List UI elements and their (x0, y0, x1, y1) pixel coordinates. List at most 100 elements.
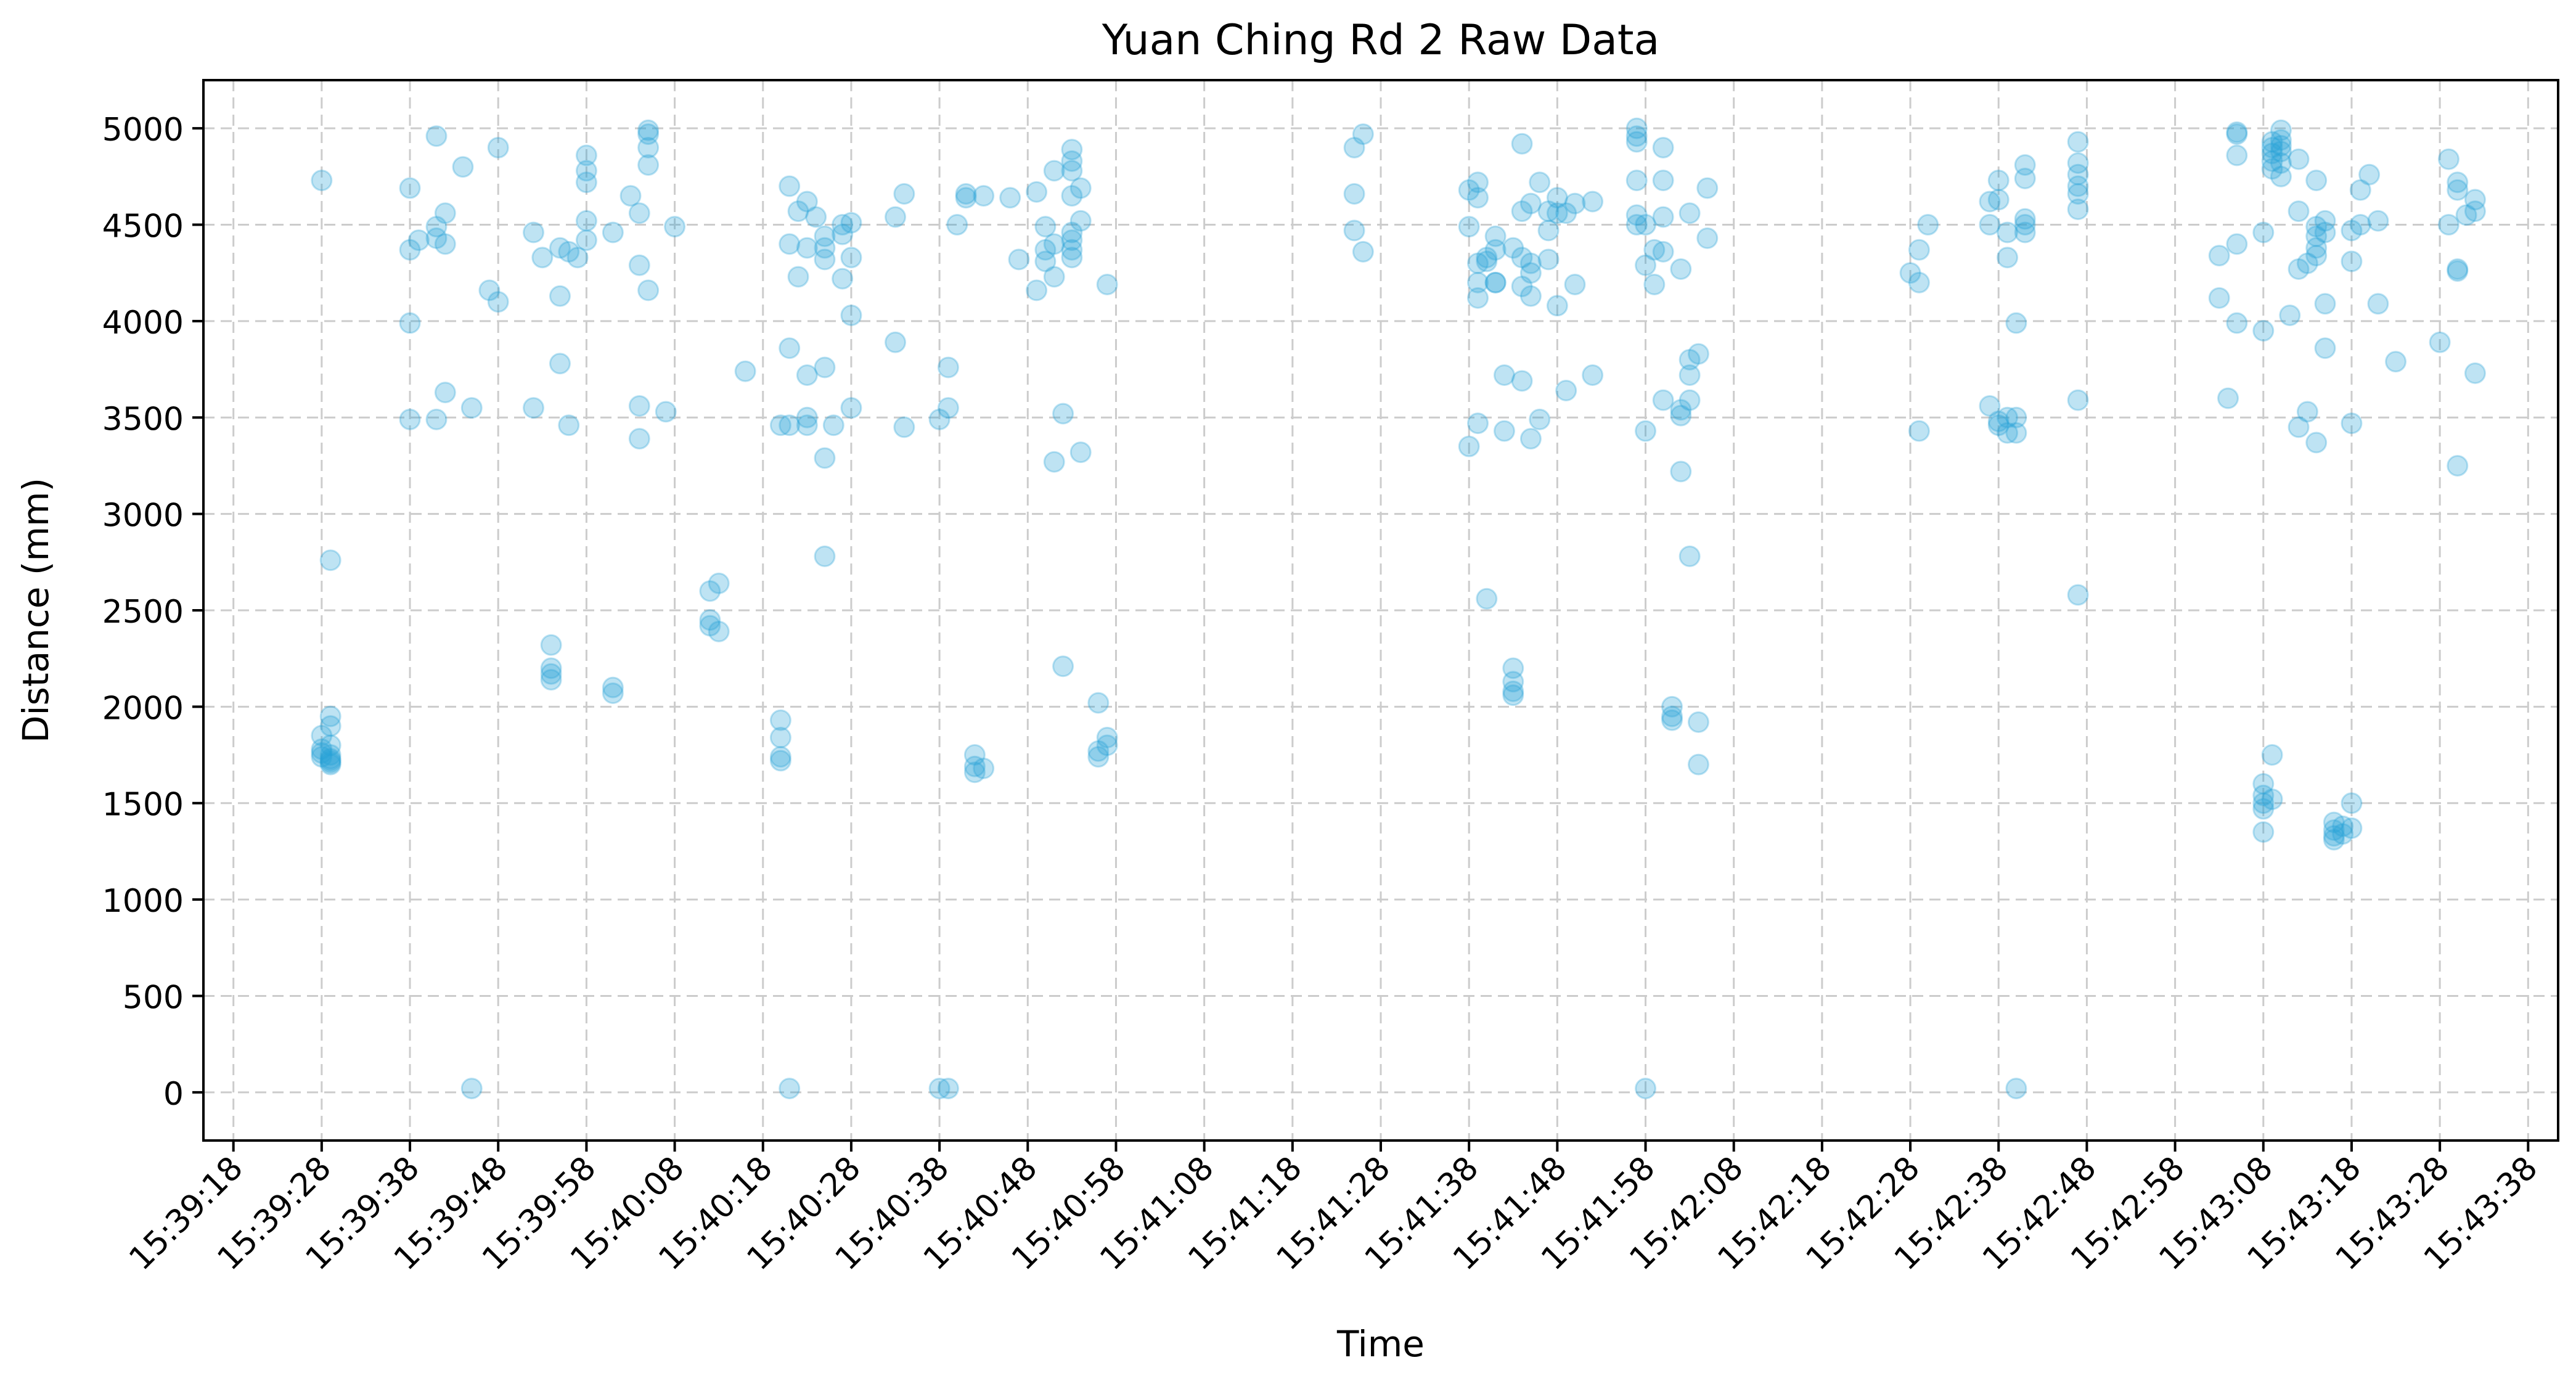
data-point (1096, 273, 1118, 295)
data-point (2252, 772, 2275, 795)
data-point (1511, 276, 1533, 298)
data-point (1979, 214, 2001, 236)
data-point (805, 206, 827, 228)
data-point (575, 160, 597, 182)
data-point (1476, 588, 1498, 610)
data-point (1696, 177, 1719, 199)
data-point (575, 144, 597, 166)
data-point (540, 663, 562, 685)
data-point (769, 750, 791, 772)
data-point (2358, 163, 2381, 186)
data-point (1502, 671, 1524, 693)
data-point (1052, 403, 1074, 425)
data-point (2067, 183, 2089, 205)
data-point (2226, 312, 2248, 334)
data-point (814, 225, 836, 247)
data-point (973, 757, 995, 779)
data-point (1519, 285, 1542, 307)
data-point (1034, 216, 1057, 238)
data-point (1643, 239, 1666, 261)
y-tick-label: 4000 (102, 305, 184, 342)
data-point (1635, 214, 1657, 236)
data-point (2067, 152, 2089, 174)
data-point (664, 216, 686, 238)
data-point (1987, 414, 2010, 436)
data-point (2261, 744, 2283, 766)
data-point (796, 364, 818, 386)
data-point (928, 1078, 951, 1100)
data-point (1476, 247, 1498, 269)
data-point (1502, 684, 1524, 706)
data-point (1343, 136, 1365, 158)
data-point (814, 248, 836, 271)
data-point (2067, 163, 2089, 186)
data-point (1087, 746, 1110, 768)
data-point (779, 175, 801, 197)
data-point (1635, 420, 1657, 442)
data-point (2323, 829, 2345, 851)
data-point (2270, 129, 2292, 151)
data-point (2005, 422, 2027, 444)
data-point (1687, 753, 1709, 776)
data-point (2014, 167, 2036, 189)
data-point (399, 408, 421, 430)
data-point (893, 183, 915, 205)
data-point (796, 237, 818, 259)
data-point (999, 187, 1021, 209)
data-point (1678, 348, 1701, 371)
data-point (637, 279, 660, 301)
data-point (1625, 125, 1648, 147)
data-point (2005, 1078, 2027, 1100)
data-point (522, 397, 544, 419)
data-point (1537, 219, 1560, 242)
data-point (1484, 225, 1507, 247)
data-point (2296, 252, 2318, 274)
data-point (1352, 123, 1374, 145)
data-point (2014, 208, 2036, 230)
data-point (575, 229, 597, 252)
grid-lines (203, 80, 2558, 1141)
data-point (2323, 819, 2345, 842)
y-tick-label: 2500 (102, 594, 184, 631)
data-point (1484, 239, 1507, 261)
data-point (1652, 206, 1674, 228)
data-point (769, 709, 791, 731)
data-point (619, 185, 642, 207)
data-point (1625, 204, 1648, 226)
data-point (893, 416, 915, 438)
data-point (2270, 134, 2292, 157)
data-point (2464, 189, 2486, 211)
data-point (1670, 399, 1692, 421)
data-point (1061, 239, 1083, 261)
data-point (1537, 248, 1560, 271)
data-point (311, 738, 333, 760)
data-point (2226, 233, 2248, 255)
data-point (628, 395, 650, 417)
data-point (2252, 320, 2275, 342)
data-point (1034, 239, 1057, 261)
data-point (2447, 171, 2469, 194)
data-point (2208, 287, 2230, 309)
data-point (1087, 740, 1110, 762)
data-point (1466, 252, 1489, 274)
data-point (2067, 389, 2089, 411)
data-point (2014, 154, 2036, 176)
y-tick-label: 4500 (102, 208, 184, 245)
data-point (2067, 175, 2089, 197)
data-point (2270, 119, 2292, 141)
data-point (1987, 170, 2010, 192)
data-point (796, 414, 818, 436)
data-point (769, 746, 791, 768)
data-point (2005, 312, 2027, 334)
data-point (2305, 237, 2328, 259)
data-point (1061, 221, 1083, 244)
data-point (628, 428, 650, 450)
data-point (1643, 273, 1666, 295)
data-point (1670, 461, 1692, 483)
data-point (1670, 258, 1692, 280)
data-point (832, 268, 854, 290)
data-point (1661, 695, 1683, 718)
data-point (2314, 293, 2336, 315)
data-point (487, 136, 509, 158)
